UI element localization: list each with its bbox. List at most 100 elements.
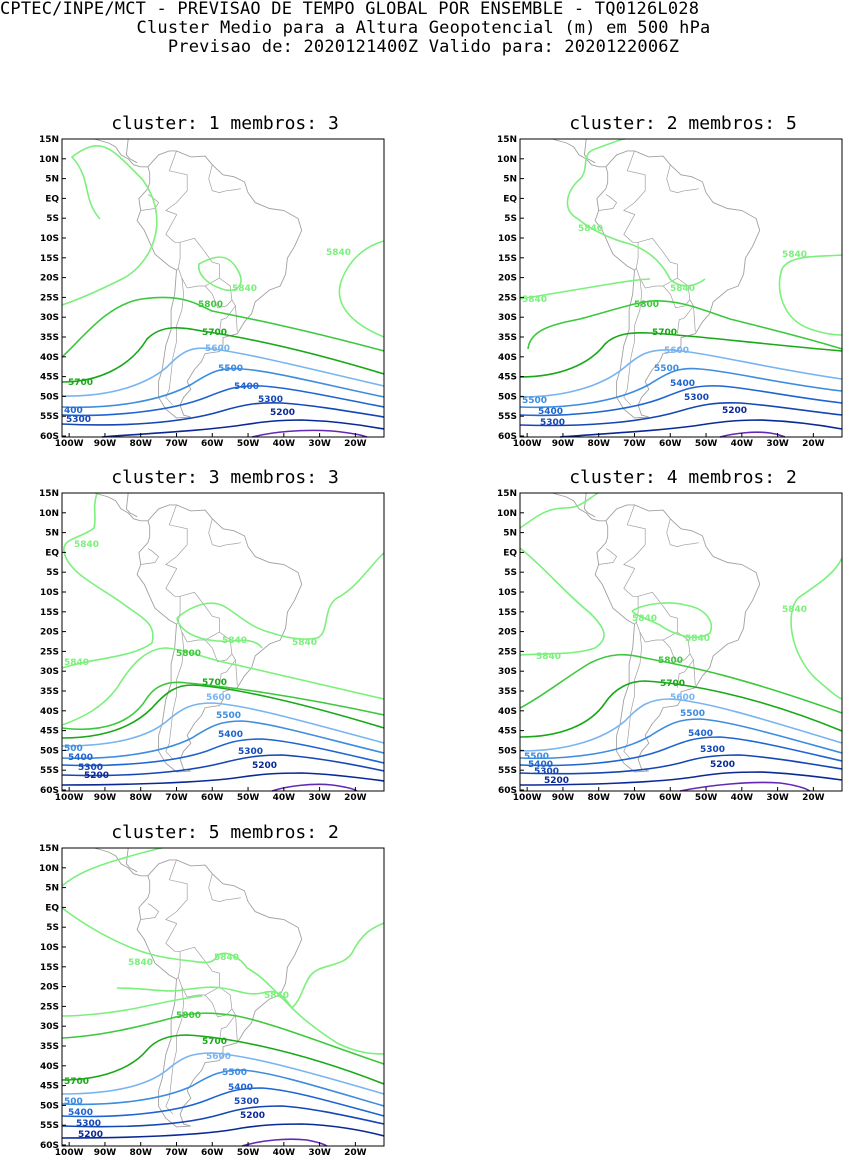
lat-tick-label: 30S	[40, 1022, 59, 1032]
contour-5840	[566, 138, 626, 220]
lat-tick-label: 5N	[503, 529, 517, 539]
country-border	[165, 923, 181, 980]
contour-5700	[61, 1034, 385, 1085]
country-border	[165, 859, 188, 924]
contour-5840	[61, 847, 163, 887]
lat-tick-label: 15N	[39, 844, 59, 854]
contour-label-5400: 5400	[528, 760, 553, 770]
contour-label-5840: 5840	[326, 248, 351, 258]
country-border	[204, 277, 233, 309]
lon-tick-label: 90W	[94, 1148, 117, 1157]
lon-tick-label: 30W	[308, 793, 331, 803]
lon-tick-label: 90W	[552, 439, 575, 449]
lat-tick-label: 15N	[497, 135, 517, 145]
contour-5800	[61, 995, 203, 1017]
lat-tick-label: 10S	[498, 234, 517, 244]
lat-tick-label: 10N	[39, 155, 59, 165]
panel-4-map: 5840 5840 5840 5840 5800 5700 5600 5500 …	[497, 489, 843, 803]
lon-tick-label: 30W	[766, 439, 789, 449]
lat-tick-label: 30S	[40, 667, 59, 677]
contour-label-5840: 5840	[232, 284, 257, 294]
contour-label-5500: 5500	[522, 396, 547, 406]
country-border	[165, 504, 188, 569]
country-border	[219, 299, 236, 334]
contour-5100	[719, 431, 786, 438]
contour-5200	[559, 419, 843, 438]
lat-tick-label: 60S	[40, 786, 59, 796]
contour-label-5700: 5700	[68, 378, 93, 388]
contour-5100	[251, 429, 368, 438]
lat-tick-label: 15S	[40, 963, 59, 973]
contour-5200	[61, 754, 385, 777]
lat-tick-label: 30S	[498, 667, 517, 677]
contour-label-5300: 5300	[238, 747, 263, 757]
lat-tick-label: 15S	[498, 608, 517, 618]
lon-tick-label: 80W	[129, 439, 152, 449]
lon-tick-label: 40W	[273, 1148, 296, 1157]
lon-tick-label: 20W	[802, 793, 825, 803]
contour-label-5840: 5840	[222, 636, 247, 646]
contour-5700	[519, 331, 843, 378]
country-border	[165, 278, 184, 406]
contour-label-5200: 5200	[240, 1111, 265, 1121]
lat-tick-label: 5S	[46, 568, 59, 578]
lat-tick-label: 60S	[40, 1141, 59, 1151]
contour-label-5300: 5300	[66, 415, 91, 425]
panel-2-map: 5840 5840 5840 5840 5800 5700 5600 5500 …	[497, 135, 843, 449]
lon-tick-label: 100W	[55, 439, 84, 449]
contour-5840	[61, 492, 154, 669]
lon-tick-label: 100W	[513, 793, 542, 803]
lon-tick-label: 40W	[731, 439, 754, 449]
coastline	[136, 150, 303, 419]
contour-5840	[790, 557, 843, 700]
lat-tick-label: 55S	[498, 412, 517, 422]
country-border	[204, 631, 233, 663]
contour-label-5600: 5600	[664, 346, 689, 356]
contour-5200	[519, 771, 843, 786]
lon-tick-label: 40W	[273, 439, 296, 449]
country-border	[177, 237, 220, 289]
contour-label-5200: 5200	[270, 408, 295, 418]
coastline	[552, 492, 606, 522]
contour-5840	[577, 218, 706, 287]
country-border	[623, 214, 639, 271]
coastline	[594, 150, 761, 419]
country-border	[623, 632, 642, 760]
lat-tick-label: 15S	[40, 608, 59, 618]
contour-label-5840: 5840	[685, 634, 710, 644]
lon-tick-label: 90W	[552, 793, 575, 803]
panel-1-title: cluster: 1 membros: 3	[111, 113, 339, 134]
panel-3-map: 5840 5840 5840 5840 5800 5700 5600 5500 …	[39, 489, 385, 803]
contour-label-5200: 5200	[722, 406, 747, 416]
contour-label-5300: 5300	[76, 1119, 101, 1129]
contour-label-5300: 5300	[234, 1097, 259, 1107]
lat-tick-label: 20S	[498, 274, 517, 284]
lat-tick-label: 55S	[40, 412, 59, 422]
country-border	[623, 568, 639, 625]
country-border	[693, 659, 696, 686]
lon-tick-label: 60W	[201, 1148, 224, 1157]
lat-tick-label: EQ	[45, 194, 59, 204]
country-border	[666, 518, 699, 547]
contour-5840	[176, 552, 385, 640]
country-border	[677, 653, 694, 688]
contour-label-5840: 5840	[522, 295, 547, 305]
lon-tick-label: 60W	[659, 439, 682, 449]
header-line-3: Previsao de: 2020121400Z Valido para: 20…	[167, 37, 680, 57]
contour-label-5840: 5840	[578, 224, 603, 234]
lat-tick-label: 20S	[498, 628, 517, 638]
coastline	[94, 847, 148, 877]
lat-tick-label: EQ	[45, 903, 59, 913]
contour-5000	[271, 783, 358, 792]
contour-label-5300: 5300	[684, 393, 709, 403]
country-border	[140, 548, 160, 565]
contour-5800	[519, 653, 843, 714]
contour-label-5840: 5840	[74, 540, 99, 550]
country-border	[693, 305, 696, 332]
contour-5840	[197, 256, 242, 291]
lat-tick-label: 55S	[40, 766, 59, 776]
lat-tick-label: 30S	[40, 313, 59, 323]
lon-tick-label: 70W	[623, 439, 646, 449]
contour-5600	[61, 347, 385, 397]
contour-label-5200: 5200	[78, 1130, 103, 1140]
